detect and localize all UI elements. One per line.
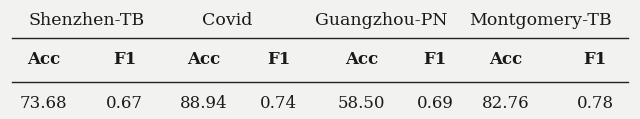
Text: Montgomery-TB: Montgomery-TB	[470, 12, 612, 29]
Text: 82.76: 82.76	[482, 95, 529, 112]
Text: F1: F1	[267, 51, 290, 68]
Text: F1: F1	[113, 51, 136, 68]
Text: Acc: Acc	[489, 51, 522, 68]
Text: 0.67: 0.67	[106, 95, 143, 112]
Text: 0.69: 0.69	[417, 95, 454, 112]
Text: Covid: Covid	[202, 12, 252, 29]
Text: 0.74: 0.74	[260, 95, 297, 112]
Text: F1: F1	[424, 51, 447, 68]
Text: Acc: Acc	[27, 51, 60, 68]
Text: Shenzhen-TB: Shenzhen-TB	[28, 12, 145, 29]
Text: Acc: Acc	[187, 51, 220, 68]
Text: Acc: Acc	[345, 51, 378, 68]
Text: Guangzhou-PN: Guangzhou-PN	[314, 12, 447, 29]
Text: 73.68: 73.68	[20, 95, 67, 112]
Text: 0.78: 0.78	[577, 95, 614, 112]
Text: 58.50: 58.50	[338, 95, 385, 112]
Text: 88.94: 88.94	[180, 95, 227, 112]
Text: F1: F1	[584, 51, 607, 68]
